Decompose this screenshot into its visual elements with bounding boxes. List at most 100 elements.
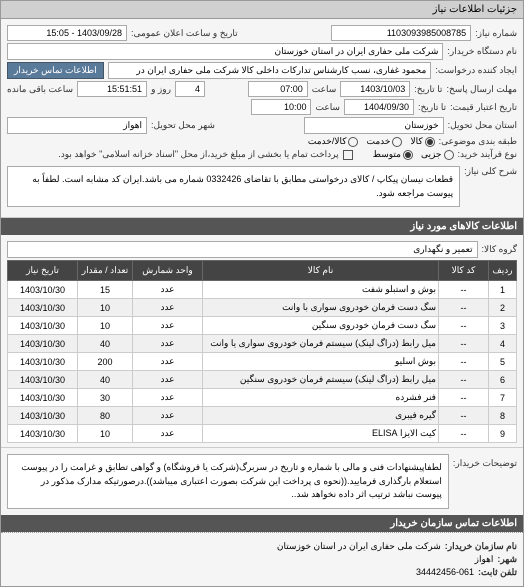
province-label: استان محل تحویل: [448,120,517,131]
meta-section: شماره نیاز: 1103093985008785 تاریخ و ساع… [1,19,523,218]
contact-buyer-button[interactable]: اطلاعات تماس خریدار [7,62,104,79]
radio-goods-service[interactable]: کالا/خدمت [308,136,359,147]
deadline-date: 1403/10/03 [340,81,410,97]
process-radio-group: جزیی متوسط [373,149,454,160]
org-label: نام سازمان خریدار: [445,541,517,552]
table-cell: -- [439,425,489,443]
payment-checkbox[interactable] [343,150,353,160]
city-label: شهر محل تحویل: [151,120,215,131]
deadline-time-label: ساعت [312,84,337,95]
creator-value: محمود غفاری، نسب کارشناس تدارکات داخلی ک… [108,62,432,79]
category-label: طبقه بندی موضوعی: [439,136,517,147]
table-cell: عدد [133,389,203,407]
table-cell: عدد [133,371,203,389]
table-row: 5--بوش اسلیوعدد2001403/10/30 [8,353,517,371]
table-cell: کیت الایزا ELISA [203,425,439,443]
table-cell: 8 [489,407,517,425]
deadline-time: 07:00 [248,81,308,97]
table-cell: 200 [78,353,133,371]
table-cell: بوش اسلیو [203,353,439,371]
table-cell: -- [439,335,489,353]
deadline-to-label: تا تاریخ: [414,84,442,95]
table-cell: 1403/10/30 [8,407,78,425]
table-cell: بوش و استبلو شفت [203,281,439,299]
goods-header: اطلاعات کالاهای مورد نیاز [1,218,523,235]
buyer-note-text: لطفاپیشنهادات فنی و مالی با شماره و تاری… [7,454,449,509]
table-cell: -- [439,407,489,425]
contact-section: نام سازمان خریدار: شرکت ملی حفاری ایران … [1,532,523,586]
table-cell: 1403/10/30 [8,299,78,317]
desc-label: شرح کلی نیاز: [464,162,517,177]
table-cell: 10 [78,425,133,443]
remain-label: ساعت باقی مانده [7,84,73,95]
table-row: 2--سگ دست فرمان خودروی سواری با وانتعدد1… [8,299,517,317]
table-cell: 40 [78,335,133,353]
validity-date: 1404/09/30 [344,99,414,115]
table-cell: 80 [78,407,133,425]
table-cell: عدد [133,407,203,425]
table-cell: عدد [133,299,203,317]
table-row: 9--کیت الایزا ELISAعدد101403/10/30 [8,425,517,443]
table-cell: 6 [489,371,517,389]
col-date: تاریخ نیاز [8,261,78,281]
radio-small-label: جزیی [421,149,442,160]
table-cell: گیره فیبری [203,407,439,425]
table-row: 7--فنر فشردهعدد301403/10/30 [8,389,517,407]
table-cell: میل رابط (دراگ لینک) سیستم فرمان خودروی … [203,335,439,353]
radio-service[interactable]: خدمت [366,136,402,147]
province-value: خوزستان [304,117,444,134]
table-row: 1--بوش و استبلو شفتعدد151403/10/30 [8,281,517,299]
table-cell: 4 [489,335,517,353]
main-panel: جزئیات اطلاعات نیاز شماره نیاز: 11030939… [0,0,524,587]
validity-label: تاریخ اعتبار قیمت: [450,102,517,113]
req-no-value: 1103093985008785 [331,25,471,41]
col-code: کد کالا [439,261,489,281]
deadline-send-label: مهلت ارسال پاسخ: [446,84,517,95]
buyer-note-label: توضیحات خریدار: [453,454,517,469]
radio-medium-label: متوسط [373,149,401,160]
table-row: 6--میل رابط (دراگ لینک) سیستم فرمان خودر… [8,371,517,389]
table-cell: 1403/10/30 [8,425,78,443]
col-qty: تعداد / مقدار [78,261,133,281]
group-label: گروه کالا: [482,244,517,255]
footer-city-label: شهر: [497,554,517,565]
radio-small[interactable]: جزیی [421,149,454,160]
days-label: روز و [151,84,171,95]
validity-to-label: تا تاریخ: [418,102,446,113]
table-cell: -- [439,299,489,317]
goods-table: ردیف کد کالا نام کالا واحد شمارش تعداد /… [7,260,517,443]
table-cell: میل رابط (دراگ لینک) سیستم فرمان خودروی … [203,371,439,389]
table-cell: 5 [489,353,517,371]
table-cell: -- [439,389,489,407]
radio-medium[interactable]: متوسط [373,149,413,160]
goods-section: گروه کالا: تعمیر و نگهداری ردیف کد کالا … [1,235,523,448]
col-unit: واحد شمارش [133,261,203,281]
table-cell: 40 [78,371,133,389]
col-idx: ردیف [489,261,517,281]
table-cell: 30 [78,389,133,407]
org-value: شرکت ملی حفاری ایران در استان خوزستان [277,541,441,552]
days-remaining: 4 [175,81,205,97]
payment-note: پرداخت تمام یا بخشی از مبلغ خرید،از محل … [58,149,338,160]
category-radio-group: کالا خدمت کالا/خدمت [308,136,435,147]
col-name: نام کالا [203,261,439,281]
validity-time: 10:00 [251,99,311,115]
process-label: نوع فرآیند خرید: [458,149,518,160]
radio-goods-service-label: کالا/خدمت [308,136,347,147]
table-cell: 1403/10/30 [8,317,78,335]
table-cell: 1403/10/30 [8,389,78,407]
table-row: 3--سگ دست فرمان خودروی سنگینعدد101403/10… [8,317,517,335]
table-row: 8--گیره فیبریعدد801403/10/30 [8,407,517,425]
panel-title: جزئیات اطلاعات نیاز [1,1,523,19]
desc-text: قطعات نیسان پیکاپ / کالای درخواستی مطابق… [7,166,460,207]
footer-city-value: اهواز [475,554,494,565]
table-cell: 2 [489,299,517,317]
table-cell: سگ دست فرمان خودروی سنگین [203,317,439,335]
table-cell: 1403/10/30 [8,281,78,299]
creator-label: ایجاد کننده درخواست: [435,65,517,76]
table-cell: 1403/10/30 [8,371,78,389]
table-cell: 1403/10/30 [8,353,78,371]
radio-goods[interactable]: کالا [410,136,434,147]
validity-time-label: ساعت [315,102,340,113]
radio-service-label: خدمت [366,136,390,147]
